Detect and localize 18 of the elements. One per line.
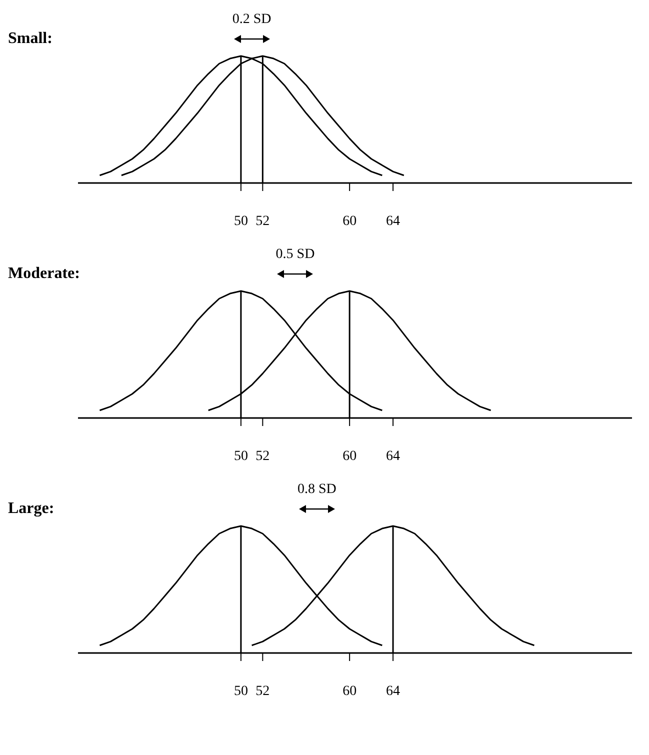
x-tick-label: 64 (386, 214, 400, 229)
x-tick-label: 60 (342, 448, 357, 464)
x-tick-label: 50 (234, 214, 248, 229)
x-tick-label: 52 (256, 684, 270, 699)
text: 0.2 SD (231, 12, 272, 28)
x-tick-label: 50 (234, 448, 248, 464)
x-tick-label: 52 (256, 214, 270, 229)
x-tick-label: 60 (342, 684, 357, 699)
x-tick-label: 50 (234, 684, 248, 699)
x-tick-label: 64 (386, 684, 400, 699)
x-tick-label: 64 (386, 448, 400, 464)
text: 0.5 SD (274, 247, 316, 263)
text: 0.8 SD (296, 482, 338, 498)
x-tick-label: 52 (256, 448, 270, 464)
chart-title: Large: (8, 500, 54, 518)
chart-title: Moderate: (8, 265, 80, 283)
chart-title: Small: (8, 30, 52, 48)
x-tick-label: 60 (342, 214, 357, 229)
